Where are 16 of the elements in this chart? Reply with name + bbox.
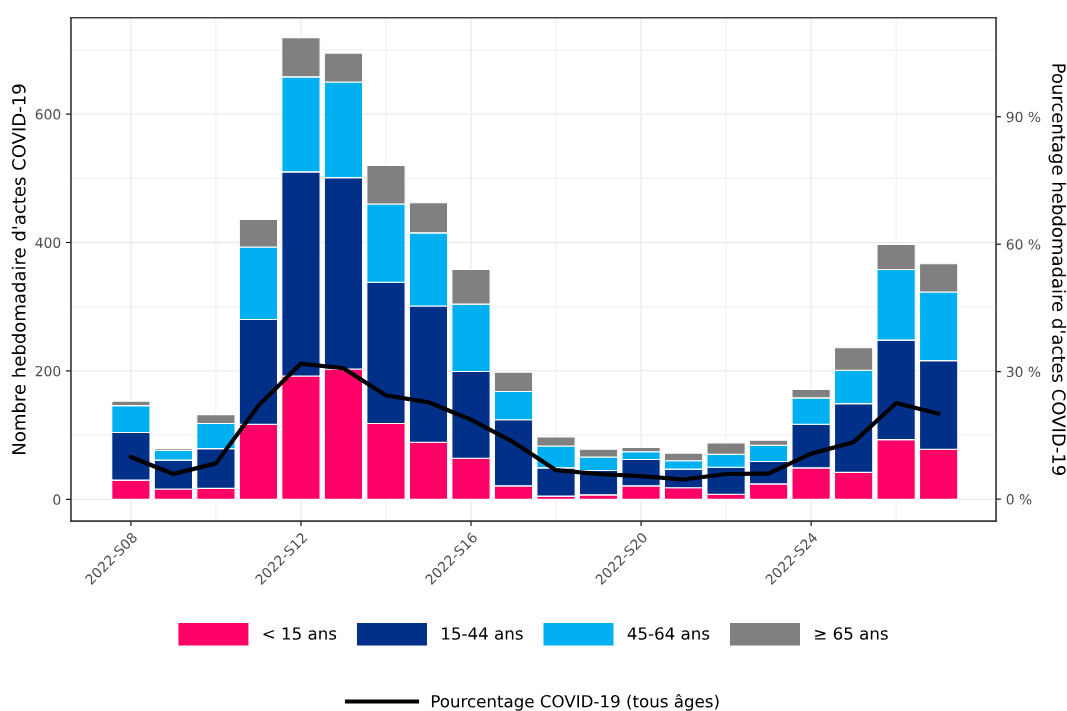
y2-tick-label: 90 % bbox=[1006, 111, 1041, 123]
y2-tick-label: 60 % bbox=[1006, 239, 1041, 250]
legend-label: < 15 ans bbox=[263, 627, 337, 640]
legend-label: Pourcentage COVID-19 (tous âges) bbox=[431, 694, 719, 711]
line-series bbox=[128, 361, 941, 482]
y2-axis-title: Pourcentage hebdomadaire d'actes COVID-19 bbox=[1048, 64, 1067, 475]
y-tick-label: 0 bbox=[53, 494, 61, 505]
y-tick-label: 600 bbox=[35, 109, 61, 120]
y2-tick-label: 0 % bbox=[1006, 494, 1032, 505]
y-tick-label: 200 bbox=[35, 365, 61, 377]
legend-label: 45-64 ans bbox=[627, 627, 710, 640]
y-tick-label: 400 bbox=[35, 237, 61, 248]
legend-label: ≥ 65 ans bbox=[815, 627, 888, 640]
y2-tick-label: 30 % bbox=[1006, 366, 1041, 378]
legend-label: 15-44 ans bbox=[442, 627, 523, 640]
y-axis-title: Nombre hebdomadaire d'actes COVID-19 bbox=[11, 84, 26, 454]
